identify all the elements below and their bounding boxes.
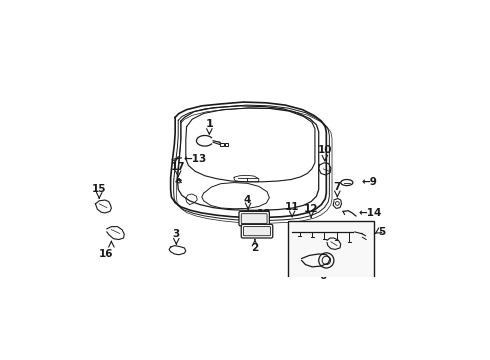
Text: ←13: ←13 [184,154,207,164]
Text: ←14: ←14 [358,208,382,218]
Bar [288,221,374,281]
Bar [220,143,224,146]
Bar [224,143,227,146]
Text: 10: 10 [318,145,332,155]
Text: 11: 11 [285,202,299,212]
FancyBboxPatch shape [239,211,270,226]
Text: 4: 4 [244,195,251,205]
Text: 15: 15 [92,184,106,194]
FancyBboxPatch shape [241,224,273,238]
Text: 16: 16 [99,249,113,259]
FancyBboxPatch shape [241,214,267,224]
Text: 1: 1 [205,119,213,129]
Text: 6: 6 [319,271,326,281]
Text: 7: 7 [334,182,341,192]
Text: 5: 5 [378,227,386,237]
FancyBboxPatch shape [244,226,270,236]
Text: 2: 2 [251,243,259,253]
Text: 17: 17 [171,162,186,172]
Text: 12: 12 [304,204,318,214]
Text: 3: 3 [172,229,180,239]
Text: 18: 18 [256,209,271,219]
Text: 8: 8 [330,221,337,231]
Text: ←9: ←9 [361,177,377,187]
